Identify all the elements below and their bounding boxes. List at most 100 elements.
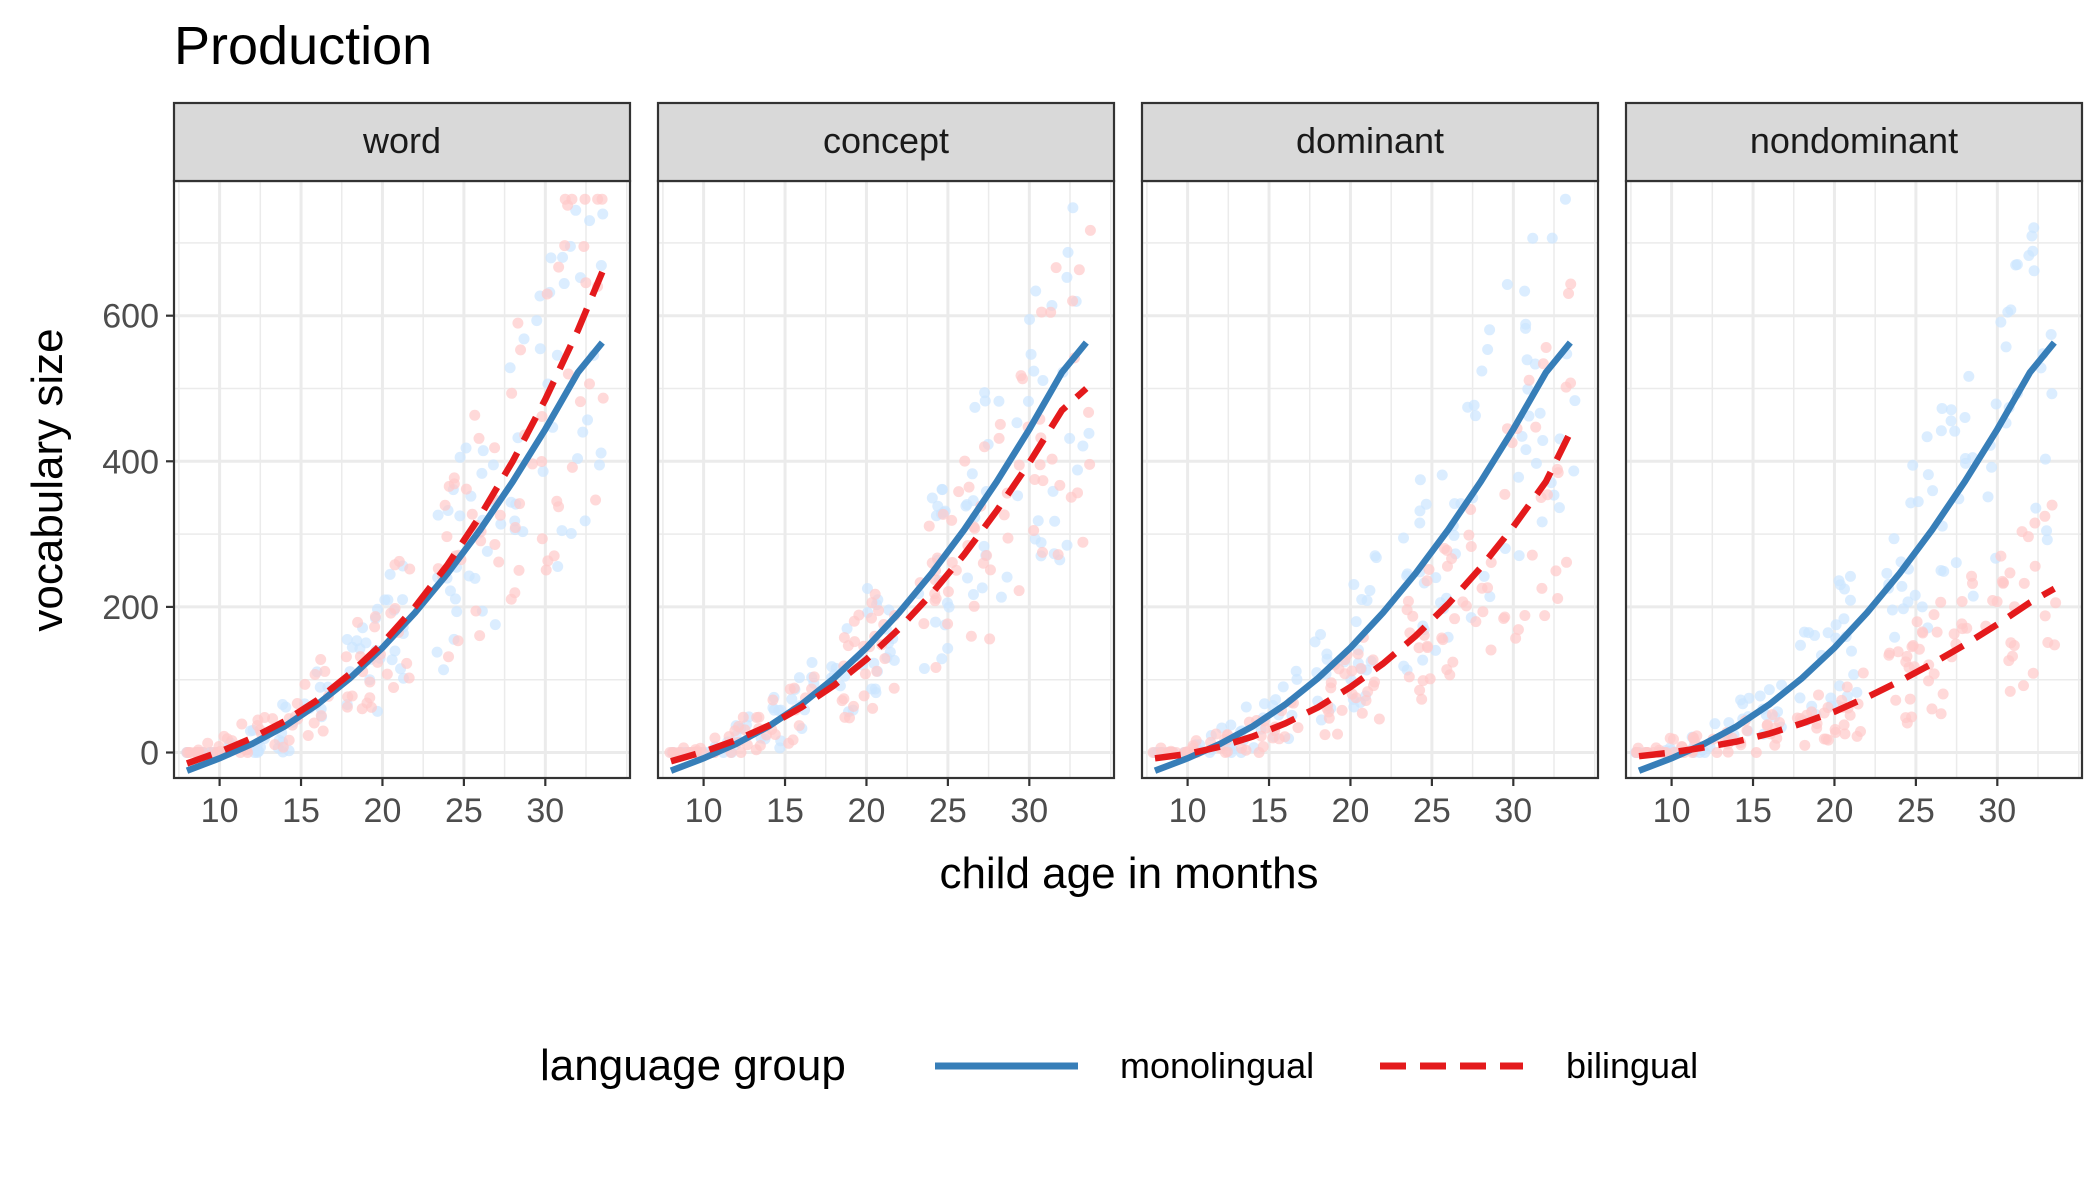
data-point-monolingual — [1061, 539, 1073, 551]
facet-panels: word 10 15 20 25 30 0 200 400 600 concept 10 15 20 25 3… — [102, 101, 2084, 830]
data-point-monolingual — [1529, 358, 1541, 370]
data-point-monolingual — [1448, 529, 1460, 541]
data-point-bilingual — [1046, 453, 1058, 465]
data-point-monolingual — [1763, 684, 1775, 696]
data-point-bilingual — [858, 690, 870, 702]
data-point-monolingual — [841, 623, 853, 635]
legend-label-monolingual: monolingual — [1120, 1045, 1314, 1086]
data-point-bilingual — [1907, 639, 1919, 651]
data-point-monolingual — [1889, 631, 1901, 643]
data-point-monolingual — [1430, 572, 1442, 584]
data-point-bilingual — [1323, 712, 1335, 724]
data-point-bilingual — [1421, 640, 1433, 652]
data-point-monolingual — [251, 745, 263, 757]
data-point-monolingual — [579, 515, 591, 527]
data-point-monolingual — [967, 495, 979, 507]
data-point-bilingual — [1037, 475, 1049, 487]
data-point-bilingual — [542, 555, 554, 567]
facet-strip — [1140, 101, 1600, 183]
y-tick-label: 400 — [102, 443, 159, 481]
data-point-monolingual — [918, 663, 930, 675]
data-point-bilingual — [1255, 730, 1267, 742]
data-point-bilingual — [1368, 680, 1380, 692]
x-tick-label: 25 — [445, 792, 483, 830]
data-point-monolingual — [1935, 565, 1947, 577]
data-point-bilingual — [783, 737, 795, 749]
data-point-monolingual — [397, 594, 409, 606]
data-point-monolingual — [1356, 594, 1368, 606]
data-point-monolingual — [1967, 590, 1979, 602]
data-point-bilingual — [1084, 224, 1096, 236]
fit-line-bilingual — [185, 270, 606, 767]
data-point-monolingual — [1982, 491, 1994, 503]
data-point-monolingual — [351, 635, 363, 647]
data-point-bilingual — [2029, 517, 2041, 529]
data-point-bilingual — [1477, 606, 1489, 618]
data-point-bilingual — [526, 458, 538, 470]
data-point-monolingual — [1520, 444, 1532, 456]
facet-strip-label: concept — [823, 120, 949, 161]
data-point-monolingual — [1513, 550, 1525, 562]
data-point-bilingual — [448, 478, 460, 490]
data-point-bilingual — [562, 368, 574, 380]
x-tick-label: 15 — [766, 792, 804, 830]
data-point-monolingual — [577, 426, 589, 438]
data-point-bilingual — [1236, 742, 1248, 754]
data-point-bilingual — [583, 378, 595, 390]
data-point-monolingual — [930, 616, 942, 628]
data-point-monolingual — [1364, 585, 1376, 597]
data-point-bilingual — [1067, 295, 1079, 307]
data-point-monolingual — [451, 606, 463, 618]
data-point-monolingual — [1754, 690, 1766, 702]
data-point-monolingual — [572, 453, 584, 465]
data-point-bilingual — [489, 538, 501, 550]
x-tick-label: 25 — [1897, 792, 1935, 830]
data-point-monolingual — [1794, 639, 1806, 651]
data-point-bilingual — [2004, 685, 2016, 697]
data-point-monolingual — [2026, 230, 2038, 242]
data-point-bilingual — [553, 501, 565, 513]
data-point-monolingual — [806, 656, 818, 668]
data-point-bilingual — [541, 288, 553, 300]
data-point-bilingual — [867, 702, 879, 714]
data-point-monolingual — [1083, 427, 1095, 439]
data-point-monolingual — [1986, 461, 1998, 473]
data-point-monolingual — [826, 661, 838, 673]
data-point-bilingual — [994, 418, 1006, 430]
data-point-bilingual — [1447, 656, 1459, 668]
x-axis-title: child age in months — [939, 849, 1318, 898]
data-point-monolingual — [1553, 502, 1565, 514]
data-point-monolingual — [1825, 692, 1837, 704]
data-point-bilingual — [389, 559, 401, 571]
data-point-bilingual — [277, 741, 289, 753]
data-point-monolingual — [978, 540, 990, 552]
data-point-monolingual — [1032, 515, 1044, 527]
data-point-bilingual — [1956, 596, 1968, 608]
data-point-monolingual — [2039, 453, 2051, 465]
data-point-monolingual — [1062, 246, 1074, 258]
data-point-bilingual — [1948, 628, 1960, 640]
data-point-monolingual — [1851, 686, 1863, 698]
data-point-bilingual — [1841, 681, 1853, 693]
data-point-bilingual — [1769, 739, 1781, 751]
facet-strip-label: dominant — [1296, 120, 1444, 161]
data-point-bilingual — [1935, 596, 1947, 608]
data-point-bilingual — [1836, 694, 1848, 706]
data-point-bilingual — [1367, 654, 1379, 666]
data-point-monolingual — [866, 683, 878, 695]
data-point-monolingual — [2011, 258, 2023, 270]
data-point-bilingual — [953, 486, 965, 498]
fit-line-monolingual — [1637, 340, 2057, 774]
data-point-bilingual — [1054, 479, 1066, 491]
data-point-monolingual — [1935, 425, 1947, 437]
data-point-bilingual — [1476, 582, 1488, 594]
data-point-monolingual — [1546, 232, 1558, 244]
data-point-bilingual — [918, 618, 930, 630]
data-point-bilingual — [1928, 609, 1940, 621]
data-point-monolingual — [1417, 654, 1429, 666]
data-point-monolingual — [389, 645, 401, 657]
data-point-bilingual — [236, 718, 248, 730]
data-point-bilingual — [2004, 567, 2016, 579]
x-tick-label: 20 — [364, 792, 402, 830]
x-tick-label: 25 — [1413, 792, 1451, 830]
